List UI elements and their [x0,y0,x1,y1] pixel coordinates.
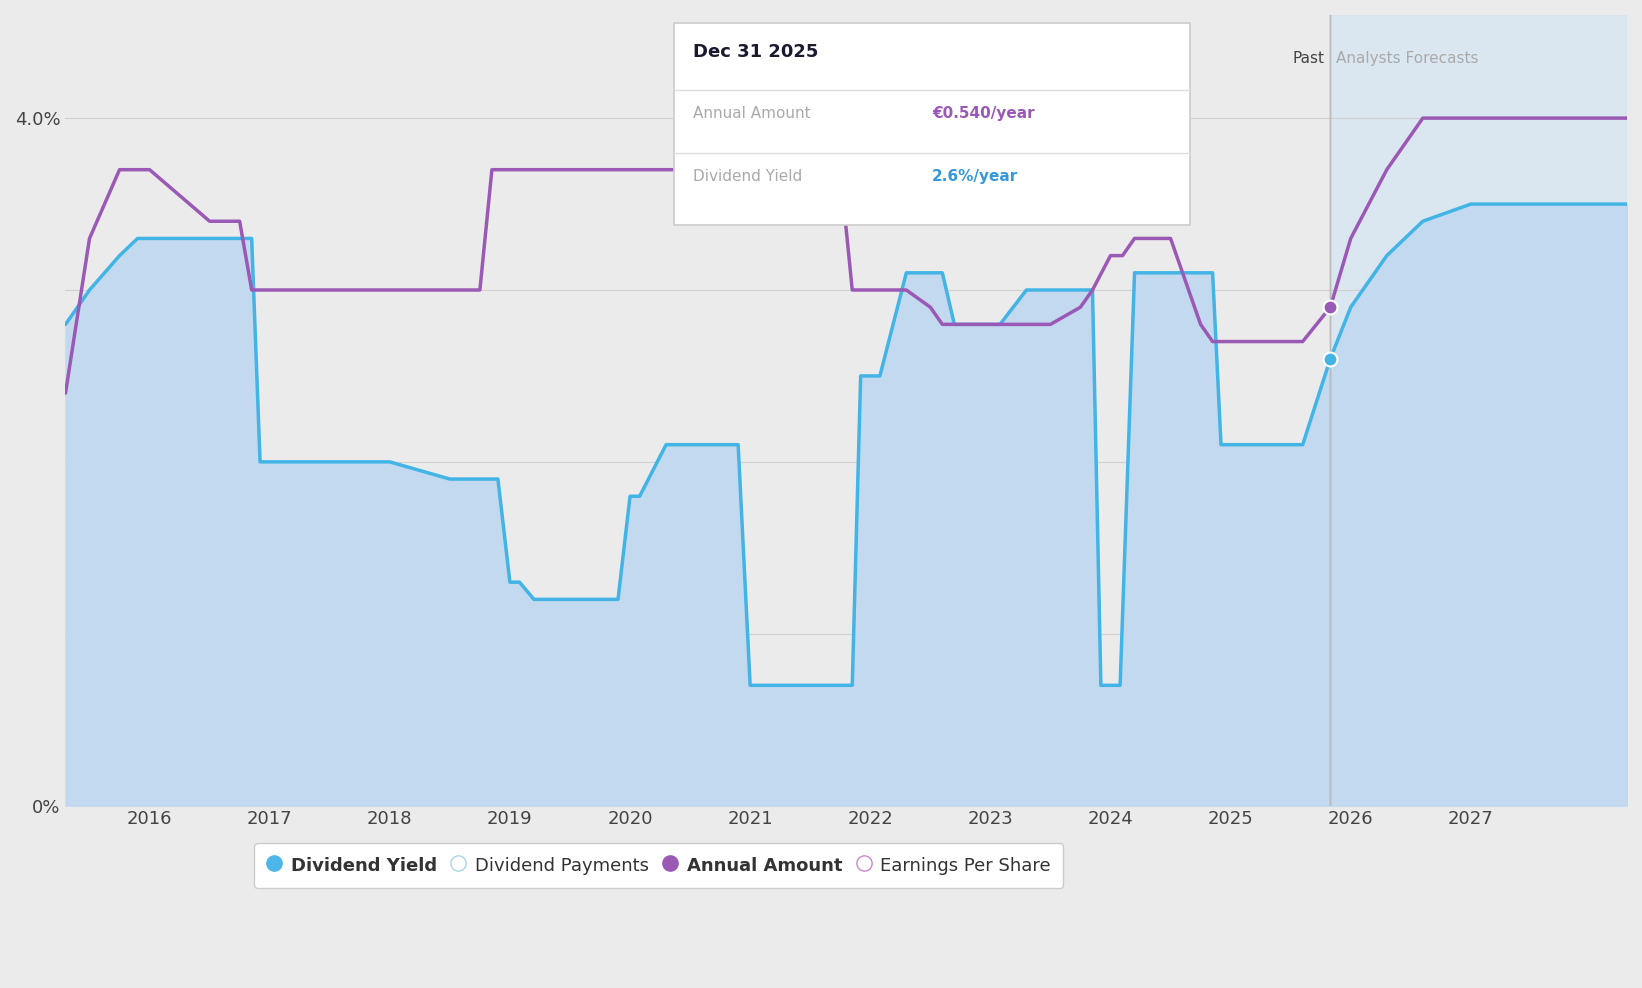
Text: Annual Amount: Annual Amount [693,106,811,121]
Text: Dividend Yield: Dividend Yield [693,169,803,184]
Text: €0.540/year: €0.540/year [933,106,1034,121]
Legend: Dividend Yield, Dividend Payments, Annual Amount, Earnings Per Share: Dividend Yield, Dividend Payments, Annua… [255,843,1064,887]
Text: Analysts Forecasts: Analysts Forecasts [1337,50,1479,65]
Bar [1330,15,1627,805]
Text: Dec 31 2025: Dec 31 2025 [693,42,819,60]
Text: Past: Past [1292,50,1325,65]
FancyBboxPatch shape [675,23,1190,224]
Text: 2.6%/year: 2.6%/year [933,169,1018,184]
